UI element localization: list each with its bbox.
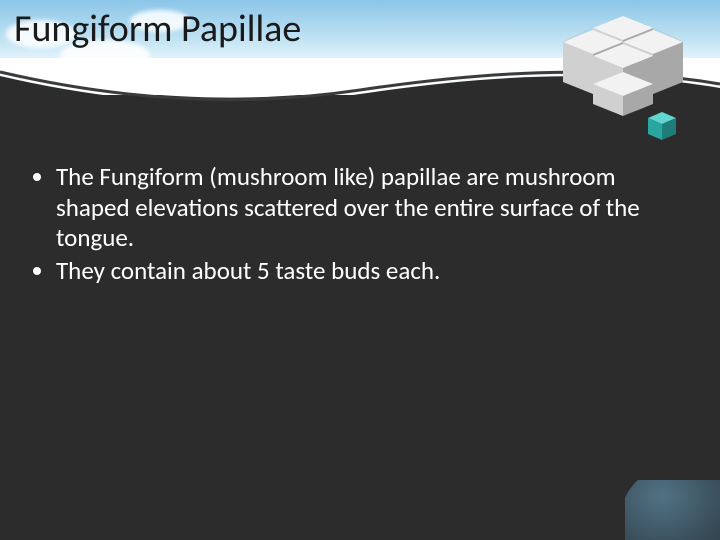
slide: Fungiform Papillae <box>0 0 720 540</box>
cube-cluster-graphic <box>548 8 698 158</box>
bullet-item: They contain about 5 taste buds each. <box>56 256 692 287</box>
bullet-list: The Fungiform (mushroom like) papillae a… <box>28 162 692 286</box>
slide-title: Fungiform Papillae <box>14 6 301 52</box>
slide-body: The Fungiform (mushroom like) papillae a… <box>28 162 692 288</box>
bullet-item: The Fungiform (mushroom like) papillae a… <box>56 162 692 254</box>
corner-decoration <box>625 480 720 540</box>
